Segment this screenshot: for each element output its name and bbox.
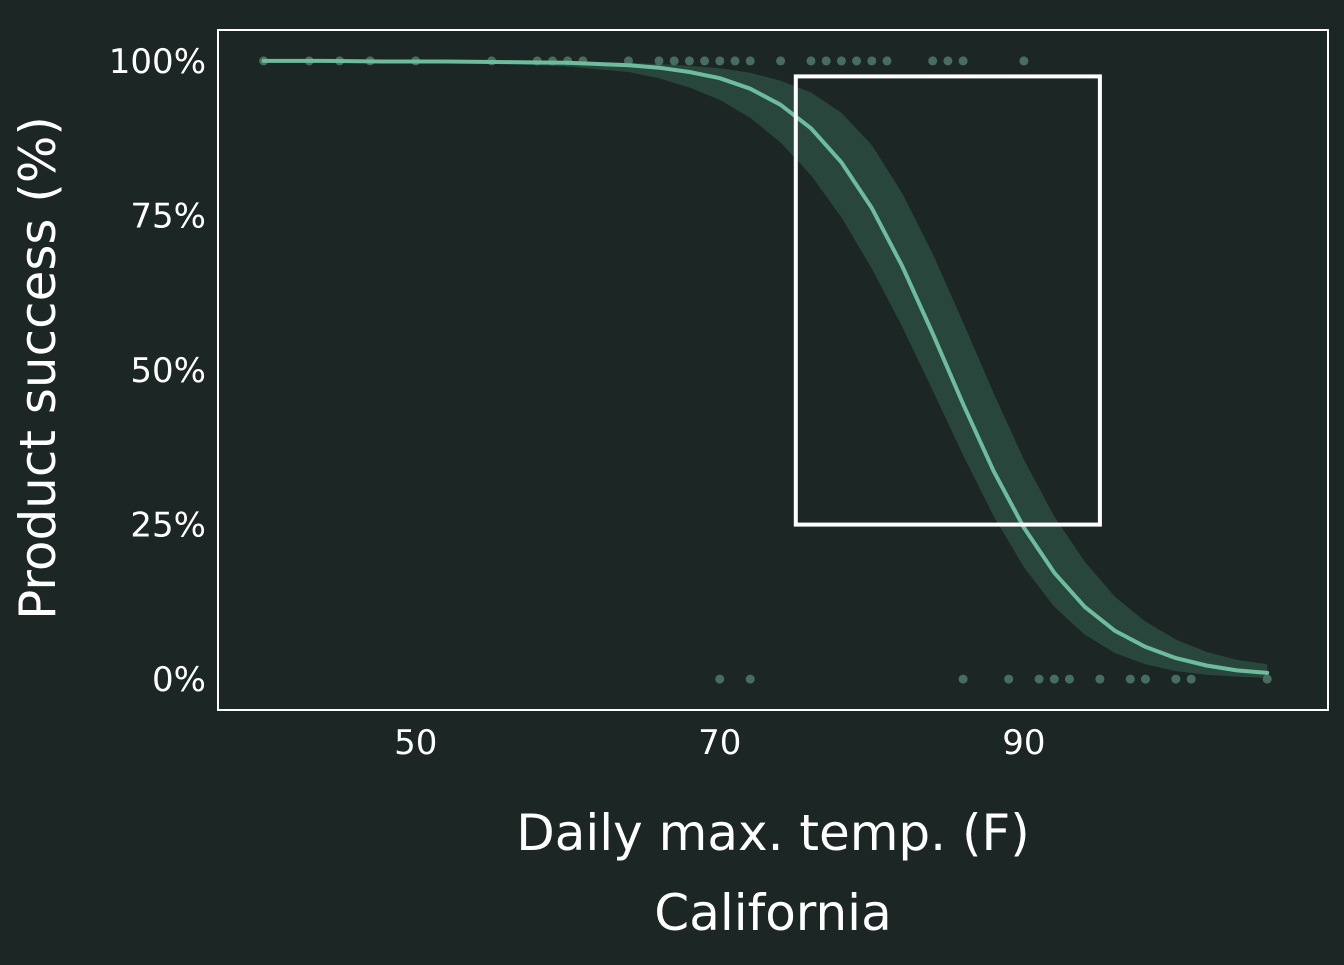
data-point xyxy=(1004,674,1014,684)
y-tick-label: 100% xyxy=(109,42,206,82)
data-point xyxy=(852,56,862,66)
data-point xyxy=(715,674,725,684)
data-point xyxy=(1095,674,1105,684)
x-tick-label: 70 xyxy=(698,723,741,763)
data-point xyxy=(821,56,831,66)
data-point xyxy=(654,56,664,66)
data-point xyxy=(958,56,968,66)
data-point xyxy=(684,56,694,66)
data-point xyxy=(1065,674,1074,684)
data-point xyxy=(1049,674,1059,684)
data-point xyxy=(745,674,755,684)
data-point xyxy=(700,56,710,66)
plot-border xyxy=(217,29,1329,711)
data-point xyxy=(1186,674,1196,684)
data-point xyxy=(928,56,938,66)
y-tick-label: 75% xyxy=(130,197,206,237)
y-tick-label: 50% xyxy=(130,351,206,391)
x-tick-label: 90 xyxy=(1002,723,1045,763)
data-point xyxy=(1171,674,1181,684)
data-point xyxy=(943,56,953,66)
data-point xyxy=(776,56,786,66)
x-axis-ticks: 50 70 90 xyxy=(394,723,1045,763)
data-point xyxy=(730,56,740,66)
data-point xyxy=(867,56,877,66)
y-tick-label: 25% xyxy=(130,506,206,546)
data-point xyxy=(1125,674,1135,684)
highlight-rectangle xyxy=(793,74,1102,527)
data-point xyxy=(1034,674,1044,684)
data-point xyxy=(1019,56,1029,66)
x-tick-label: 50 xyxy=(394,723,437,763)
data-point xyxy=(882,56,892,66)
data-point xyxy=(745,56,755,66)
data-point xyxy=(958,674,968,684)
data-point xyxy=(836,56,846,66)
fit-line xyxy=(261,58,1270,675)
data-point xyxy=(1141,674,1150,684)
data-point xyxy=(669,56,679,66)
annotation-layer xyxy=(793,74,1102,527)
fit-line-layer xyxy=(261,58,1270,675)
data-point xyxy=(715,56,725,66)
y-axis-title: Product success (%) xyxy=(9,116,67,620)
data-point xyxy=(806,56,816,66)
y-tick-label: 0% xyxy=(152,660,206,700)
x-axis-title: Daily max. temp. (F) xyxy=(516,804,1030,862)
y-axis-ticks: 0% 25% 50% 75% 100% xyxy=(109,42,206,700)
data-point xyxy=(1262,674,1272,684)
x-axis-subtitle: California xyxy=(654,884,891,942)
